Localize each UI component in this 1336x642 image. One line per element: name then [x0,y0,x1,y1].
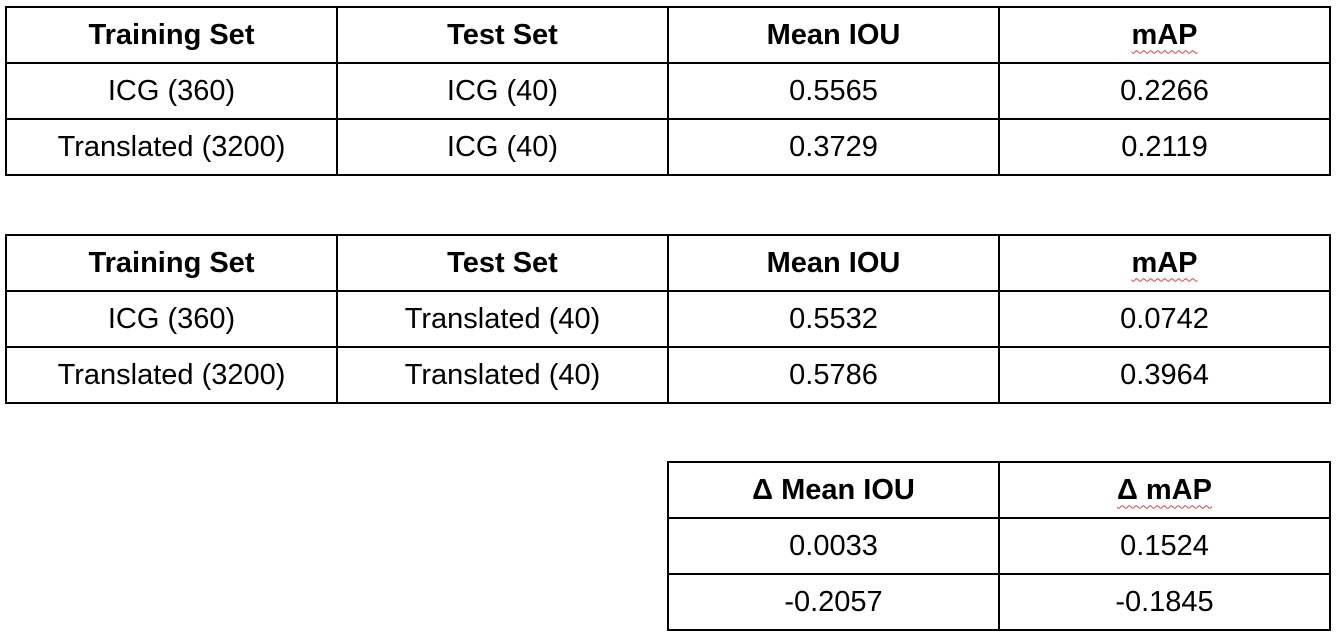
header-map-label: mAP [1131,18,1198,51]
header-training-set: Training Set [5,234,338,292]
table-header-row: Training Set Test Set Mean IOU mAP [5,234,1331,292]
cell-training-set: Translated (3200) [5,118,338,176]
results-table-translated-test: Training Set Test Set Mean IOU mAP ICG (… [5,234,1331,404]
cell-training-set: Translated (3200) [5,346,338,404]
cell-test-set: ICG (40) [336,118,669,176]
cell-mean-iou: 0.3729 [667,118,1000,176]
header-test-set: Test Set [336,234,669,292]
cell-test-set: Translated (40) [336,346,669,404]
cell-test-set: ICG (40) [336,62,669,120]
table-row: -0.2057 -0.1845 [667,573,1331,631]
cell-mean-iou: 0.5565 [667,62,1000,120]
cell-delta-mean-iou: -0.2057 [667,573,1000,631]
header-training-set: Training Set [5,6,338,64]
header-map: mAP [998,234,1331,292]
header-delta-map: Δ mAP [998,461,1331,519]
cell-delta-mean-iou: 0.0033 [667,517,1000,575]
table-header-row: Training Set Test Set Mean IOU mAP [5,6,1331,64]
header-delta-mean-iou: Δ Mean IOU [667,461,1000,519]
header-map-label: mAP [1131,246,1198,279]
header-mean-iou: Mean IOU [667,234,1000,292]
cell-map: 0.3964 [998,346,1331,404]
cell-delta-map: 0.1524 [998,517,1331,575]
table-row: ICG (360) Translated (40) 0.5532 0.0742 [5,290,1331,348]
cell-training-set: ICG (360) [5,62,338,120]
cell-map: 0.0742 [998,290,1331,348]
cell-mean-iou: 0.5532 [667,290,1000,348]
table-row: 0.0033 0.1524 [667,517,1331,575]
table-header-row: Δ Mean IOU Δ mAP [667,461,1331,519]
cell-map: 0.2119 [998,118,1331,176]
cell-delta-map: -0.1845 [998,573,1331,631]
header-test-set: Test Set [336,6,669,64]
cell-test-set: Translated (40) [336,290,669,348]
header-map: mAP [998,6,1331,64]
delta-table: Δ Mean IOU Δ mAP 0.0033 0.1524 -0.2057 -… [667,461,1331,631]
results-table-icg-test: Training Set Test Set Mean IOU mAP ICG (… [5,6,1331,176]
header-mean-iou: Mean IOU [667,6,1000,64]
table-row: Translated (3200) Translated (40) 0.5786… [5,346,1331,404]
cell-training-set: ICG (360) [5,290,338,348]
cell-mean-iou: 0.5786 [667,346,1000,404]
header-delta-map-label: Δ mAP [1117,473,1212,506]
cell-map: 0.2266 [998,62,1331,120]
table-row: ICG (360) ICG (40) 0.5565 0.2266 [5,62,1331,120]
table-row: Translated (3200) ICG (40) 0.3729 0.2119 [5,118,1331,176]
